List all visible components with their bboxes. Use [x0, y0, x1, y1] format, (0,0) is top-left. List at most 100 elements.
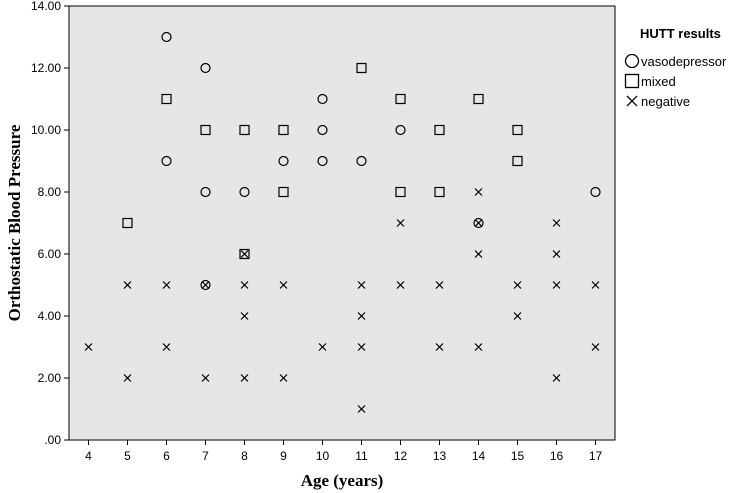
x-tick-label: 16 — [550, 449, 564, 463]
legend-label: vasodepressor — [641, 54, 727, 69]
negative-point — [123, 281, 132, 289]
negative-point — [279, 281, 288, 289]
vasodepressor-point — [200, 279, 211, 291]
negative-point — [357, 343, 366, 351]
x-tick-label: 12 — [394, 449, 408, 463]
negative-point — [474, 343, 483, 351]
vasodepressor-point — [200, 186, 211, 198]
negative-point — [357, 312, 366, 320]
legend-symbol — [626, 95, 638, 107]
negative-point — [201, 374, 210, 382]
y-tick-label: .00 — [44, 433, 61, 447]
x-tick-label: 14 — [472, 449, 486, 463]
vasodepressor-point — [161, 31, 172, 43]
negative-point — [240, 250, 249, 258]
mixed-point — [278, 186, 289, 198]
negative-point — [591, 281, 600, 289]
x-tick-label: 5 — [124, 449, 131, 463]
vasodepressor-point — [473, 217, 484, 229]
x-tick-label: 9 — [280, 449, 287, 463]
negative-point — [396, 281, 405, 289]
y-tick-label: 10.00 — [31, 123, 61, 137]
negative-point — [84, 343, 93, 351]
plot-area — [68, 5, 616, 441]
y-tick-label: 6.00 — [38, 247, 62, 261]
legend-symbol — [624, 73, 640, 89]
y-tick-label: 4.00 — [38, 309, 62, 323]
mixed-point — [434, 124, 445, 136]
negative-point — [474, 219, 483, 227]
negative-point — [513, 312, 522, 320]
vasodepressor-point — [239, 186, 250, 198]
mixed-point — [395, 186, 406, 198]
x-tick-label: 10 — [316, 449, 330, 463]
mixed-point — [512, 124, 523, 136]
legend-item-mixed: mixed — [624, 73, 676, 89]
mixed-point — [200, 124, 211, 136]
vasodepressor-point — [317, 124, 328, 136]
legend-title: HUTT results — [640, 26, 721, 41]
mixed-point — [122, 217, 133, 229]
negative-point — [201, 281, 210, 289]
mixed-point — [473, 93, 484, 105]
y-tick-label: 2.00 — [38, 371, 62, 385]
x-axis: 4 5 6 7 8 9 10 11 12 13 14 15 16 17 — [85, 440, 602, 463]
vasodepressor-point — [356, 155, 367, 167]
negative-point — [474, 188, 483, 196]
y-axis-title: Orthostatic Blood Pressure — [5, 124, 24, 321]
negative-point — [435, 343, 444, 351]
negative-point — [240, 374, 249, 382]
negative-point — [513, 281, 522, 289]
data-points — [84, 31, 601, 413]
negative-point — [396, 219, 405, 227]
x-tick-label: 8 — [241, 449, 248, 463]
y-axis: .00 2.00 4.00 6.00 8.00 10.00 12.00 14.00 — [31, 0, 69, 447]
negative-point — [357, 405, 366, 413]
x-tick-label: 15 — [511, 449, 525, 463]
legend-item-vasodepressor: vasodepressor — [624, 53, 727, 69]
negative-point — [123, 374, 132, 382]
y-tick-label: 14.00 — [31, 0, 61, 13]
vasodepressor-point — [200, 62, 211, 74]
x-tick-label: 4 — [85, 449, 92, 463]
negative-point — [162, 281, 171, 289]
vasodepressor-point — [395, 124, 406, 136]
negative-point — [552, 281, 561, 289]
mixed-point — [239, 248, 250, 260]
negative-point — [240, 312, 249, 320]
negative-point — [474, 250, 483, 258]
x-tick-label: 11 — [355, 449, 368, 463]
vasodepressor-point — [278, 155, 289, 167]
vasodepressor-point — [317, 93, 328, 105]
mixed-point — [434, 186, 445, 198]
legend: HUTT results vasodepressor mixed negative — [624, 26, 727, 109]
vasodepressor-point — [317, 155, 328, 167]
mixed-point — [512, 155, 523, 167]
legend-label: negative — [641, 94, 690, 109]
negative-point — [552, 219, 561, 227]
negative-point — [240, 281, 249, 289]
mixed-point — [356, 62, 367, 74]
negative-point — [591, 343, 600, 351]
x-tick-label: 6 — [163, 449, 170, 463]
mixed-point — [395, 93, 406, 105]
x-axis-title: Age (years) — [301, 471, 384, 490]
mixed-point — [239, 124, 250, 136]
vasodepressor-point — [161, 155, 172, 167]
negative-point — [279, 374, 288, 382]
vasodepressor-point — [590, 186, 601, 198]
negative-point — [162, 343, 171, 351]
x-tick-label: 13 — [433, 449, 447, 463]
y-tick-label: 8.00 — [38, 185, 62, 199]
legend-symbol — [624, 53, 640, 69]
negative-point — [552, 374, 561, 382]
legend-item-negative: negative — [626, 94, 690, 109]
mixed-point — [161, 93, 172, 105]
mixed-point — [278, 124, 289, 136]
negative-point — [552, 250, 561, 258]
negative-point — [435, 281, 444, 289]
negative-point — [357, 281, 366, 289]
x-tick-label: 7 — [202, 449, 209, 463]
y-tick-label: 12.00 — [31, 61, 61, 75]
